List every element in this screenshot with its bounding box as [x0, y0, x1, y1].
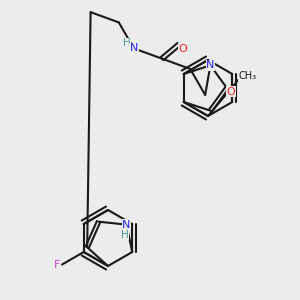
Text: N: N — [122, 220, 130, 230]
Text: H: H — [121, 230, 128, 240]
Text: O: O — [226, 87, 236, 97]
Text: O: O — [178, 44, 187, 53]
Text: CH₃: CH₃ — [239, 71, 257, 81]
Text: H: H — [123, 38, 131, 48]
Text: F: F — [54, 260, 60, 269]
Text: N: N — [206, 60, 214, 70]
Text: N: N — [130, 44, 138, 53]
